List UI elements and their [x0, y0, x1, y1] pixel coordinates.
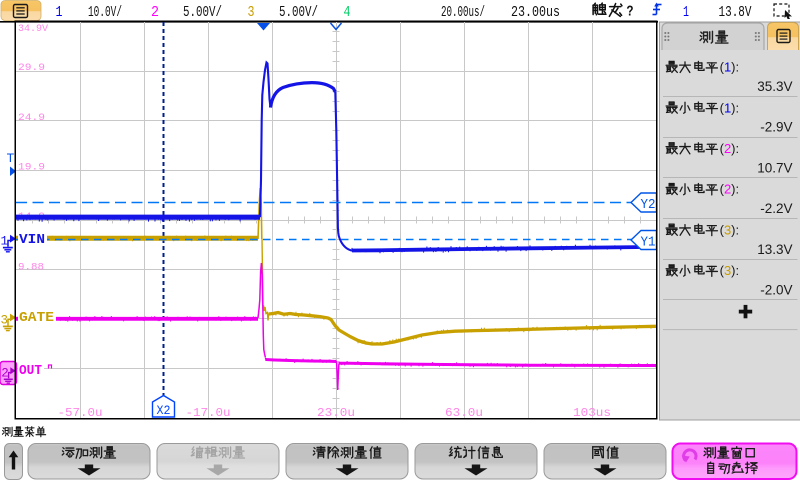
- svg-text:(2):: (2):: [720, 141, 740, 156]
- svg-text:19.9: 19.9: [18, 162, 45, 174]
- svg-text:OUT: OUT: [19, 363, 42, 379]
- svg-text:3: 3: [248, 4, 255, 21]
- svg-text:-2.0V: -2.0V: [760, 283, 792, 298]
- svg-text:-17.0u: -17.0u: [186, 407, 231, 420]
- svg-text:1: 1: [683, 4, 689, 21]
- svg-text:103us: 103us: [573, 407, 611, 420]
- svg-text:(3):: (3):: [720, 222, 740, 237]
- svg-text:-57.0u: -57.0u: [58, 407, 103, 420]
- svg-text:Y2: Y2: [641, 198, 656, 213]
- svg-text:2: 2: [1, 367, 9, 381]
- svg-text:35.3V: 35.3V: [757, 79, 792, 94]
- svg-text:3: 3: [1, 313, 9, 327]
- svg-text:5.00V/: 5.00V/: [279, 5, 318, 21]
- svg-text:VIN: VIN: [19, 232, 45, 248]
- svg-text:?: ?: [627, 5, 634, 21]
- svg-text:5.00V/: 5.00V/: [183, 5, 222, 21]
- svg-text:23.00us: 23.00us: [511, 5, 560, 21]
- svg-text:(3):: (3):: [720, 263, 740, 278]
- svg-text:-2.2V: -2.2V: [760, 201, 792, 216]
- svg-text:24.9: 24.9: [18, 112, 45, 124]
- svg-text:2: 2: [151, 4, 159, 21]
- svg-text:(1):: (1):: [720, 100, 740, 115]
- svg-text:(1):: (1):: [720, 60, 740, 75]
- svg-text:9.88: 9.88: [18, 262, 44, 274]
- svg-text:1: 1: [1, 235, 9, 249]
- svg-text:34.9V: 34.9V: [18, 23, 49, 35]
- svg-text:63.0u: 63.0u: [445, 407, 483, 420]
- svg-text:T: T: [7, 151, 15, 166]
- svg-text:13.8V: 13.8V: [719, 5, 752, 21]
- svg-text:29.9: 29.9: [18, 62, 45, 74]
- svg-text:23.0u: 23.0u: [317, 407, 355, 420]
- svg-text:(2):: (2):: [720, 182, 740, 197]
- svg-text:-2.9V: -2.9V: [760, 120, 792, 135]
- svg-text:10.7V: 10.7V: [757, 160, 792, 175]
- svg-text:1: 1: [56, 4, 63, 21]
- svg-text:X2: X2: [157, 404, 171, 418]
- svg-text:13.3V: 13.3V: [757, 242, 792, 257]
- svg-text:Y1: Y1: [641, 236, 656, 251]
- svg-text:10.0V/: 10.0V/: [88, 5, 122, 21]
- svg-text:GATE: GATE: [19, 310, 54, 326]
- svg-text:4: 4: [344, 4, 351, 21]
- svg-text:20.00us/: 20.00us/: [441, 5, 485, 21]
